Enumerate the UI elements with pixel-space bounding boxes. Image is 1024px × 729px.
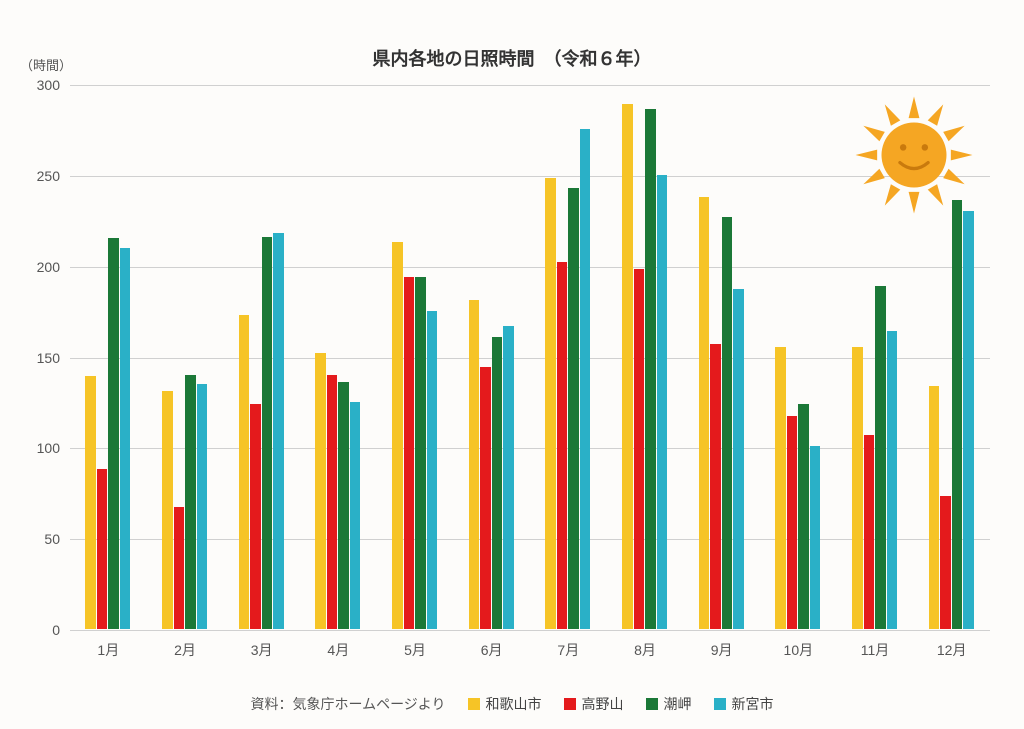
bar: [174, 507, 185, 629]
y-tick-label: 300: [37, 77, 60, 93]
bar: [162, 391, 173, 629]
bar: [657, 175, 668, 629]
legend-label: 和歌山市: [486, 694, 542, 714]
bar: [798, 404, 809, 629]
gridline: [70, 85, 990, 86]
legend-item: 和歌山市: [468, 694, 542, 714]
x-tick-label: 9月: [711, 640, 733, 660]
x-tick-label: 10月: [784, 640, 814, 660]
legend-item: 新宮市: [714, 694, 774, 714]
x-tick-label: 3月: [251, 640, 273, 660]
bar: [545, 178, 556, 629]
x-tick-label: 2月: [174, 640, 196, 660]
x-tick-label: 11月: [861, 640, 890, 660]
y-tick-label: 100: [37, 440, 60, 456]
legend-label: 新宮市: [732, 694, 774, 714]
bar: [645, 109, 656, 629]
legend-swatch: [468, 698, 480, 710]
bar: [469, 300, 480, 629]
bar: [699, 197, 710, 629]
chart-title: 県内各地の日照時間 （令和６年）: [373, 45, 652, 71]
bar: [940, 496, 951, 629]
legend-swatch: [564, 698, 576, 710]
bar: [852, 347, 863, 629]
bar: [963, 211, 974, 629]
bar: [722, 217, 733, 629]
bar: [97, 469, 108, 629]
bar: [273, 233, 284, 629]
bar: [327, 375, 338, 629]
bar: [315, 353, 326, 629]
bar: [580, 129, 591, 629]
y-tick-label: 50: [44, 531, 60, 547]
y-axis-unit-label: （時間）: [20, 55, 72, 74]
bar: [929, 386, 940, 629]
bar: [875, 286, 886, 629]
x-tick-label: 4月: [327, 640, 349, 660]
y-tick-label: 250: [37, 168, 60, 184]
legend: 資料：気象庁ホームページより 和歌山市 高野山 潮岬 新宮市: [0, 694, 1024, 714]
bar: [392, 242, 403, 629]
bar: [250, 404, 261, 629]
y-tick-label: 200: [37, 259, 60, 275]
bar: [197, 384, 208, 629]
legend-label: 高野山: [582, 694, 624, 714]
bar: [120, 248, 131, 630]
legend-swatch: [646, 698, 658, 710]
y-tick-label: 0: [52, 622, 60, 638]
bar: [404, 277, 415, 629]
legend-label: 潮岬: [664, 694, 692, 714]
x-tick-label: 7月: [557, 640, 579, 660]
bar: [634, 269, 645, 629]
bar: [568, 188, 579, 629]
bar: [480, 367, 491, 629]
bar: [710, 344, 721, 629]
gridline: [70, 630, 990, 631]
bar: [622, 104, 633, 629]
bar: [503, 326, 514, 629]
bar: [775, 347, 786, 629]
bar: [952, 200, 963, 629]
bar: [262, 237, 273, 629]
legend-item: 高野山: [564, 694, 624, 714]
x-tick-label: 8月: [634, 640, 656, 660]
sun-svg: [849, 90, 979, 220]
bar: [350, 402, 361, 629]
bar: [864, 435, 875, 629]
source-label: 資料：気象庁ホームページより: [250, 694, 445, 714]
y-tick-label: 150: [37, 350, 60, 366]
bar: [733, 289, 744, 629]
chart-container: （時間） 県内各地の日照時間 （令和６年） 0 50 100 150 200 250 300…: [0, 0, 1024, 729]
sun-icon: [849, 90, 979, 220]
x-tick-label: 6月: [481, 640, 503, 660]
x-tick-label: 12月: [937, 640, 967, 660]
bar: [492, 337, 503, 629]
legend-swatch: [714, 698, 726, 710]
bar: [415, 277, 426, 629]
x-tick-label: 5月: [404, 640, 426, 660]
bar: [427, 311, 438, 629]
legend-item: 潮岬: [646, 694, 692, 714]
bar: [557, 262, 568, 629]
bar: [185, 375, 196, 629]
gridline: [70, 267, 990, 268]
x-tick-label: 1月: [97, 640, 119, 660]
bar: [239, 315, 250, 629]
bar: [85, 376, 96, 629]
bar: [787, 416, 798, 629]
bar: [108, 238, 119, 629]
bar: [338, 382, 349, 629]
bar: [810, 446, 821, 629]
bar: [887, 331, 898, 629]
